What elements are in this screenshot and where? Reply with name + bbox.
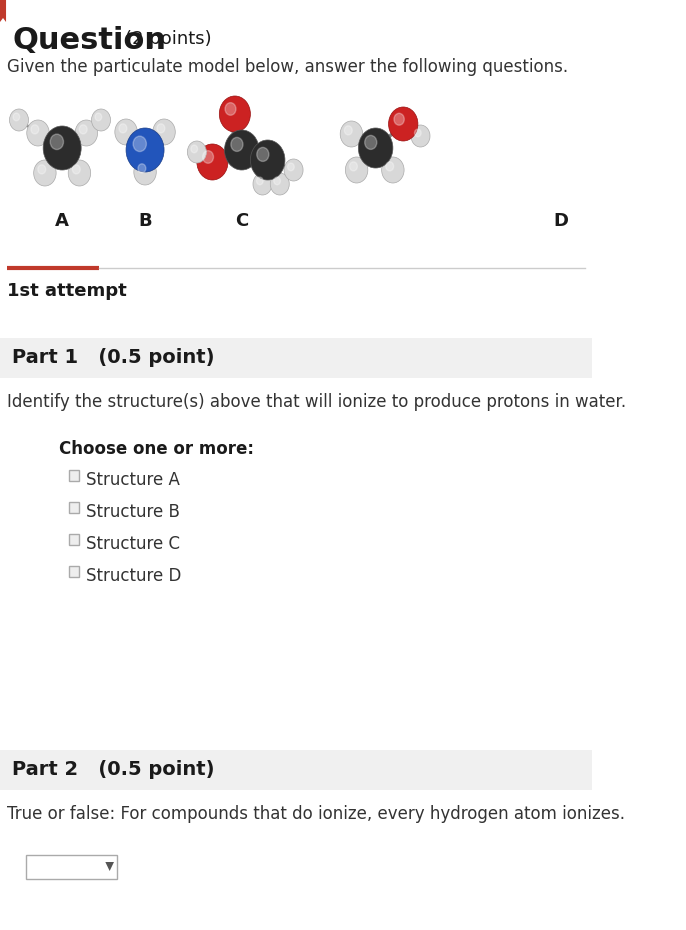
Circle shape: [257, 177, 263, 185]
Text: (2 points): (2 points): [126, 30, 212, 48]
Circle shape: [68, 160, 91, 186]
Circle shape: [220, 96, 250, 132]
FancyBboxPatch shape: [0, 338, 592, 378]
Circle shape: [27, 120, 49, 146]
Text: True or false: For compounds that do ionize, every hydrogen atom ionizes.: True or false: For compounds that do ion…: [7, 805, 625, 823]
Circle shape: [72, 165, 80, 174]
Text: Structure C: Structure C: [86, 535, 180, 553]
Circle shape: [358, 128, 393, 168]
Circle shape: [91, 109, 110, 131]
Circle shape: [34, 160, 56, 186]
Circle shape: [197, 144, 228, 180]
FancyBboxPatch shape: [0, 750, 592, 790]
Circle shape: [126, 128, 164, 172]
Circle shape: [381, 157, 404, 183]
Text: Question: Question: [12, 26, 166, 55]
Circle shape: [187, 141, 206, 163]
Circle shape: [287, 163, 294, 171]
Text: Structure D: Structure D: [86, 567, 182, 585]
Circle shape: [50, 134, 64, 150]
Circle shape: [133, 136, 146, 152]
Circle shape: [284, 159, 303, 181]
Text: Part 2   (0.5 point): Part 2 (0.5 point): [12, 760, 215, 779]
Bar: [26, 855, 117, 879]
Circle shape: [394, 113, 404, 126]
Text: C: C: [235, 212, 248, 230]
Text: Structure A: Structure A: [86, 471, 180, 489]
Bar: [69, 502, 79, 513]
Circle shape: [80, 125, 87, 134]
Circle shape: [13, 113, 20, 121]
Circle shape: [386, 162, 394, 171]
Text: Part 1   (0.5 point): Part 1 (0.5 point): [12, 348, 215, 367]
Text: D: D: [554, 212, 569, 230]
Circle shape: [253, 173, 272, 195]
Bar: [69, 534, 79, 545]
Circle shape: [250, 140, 285, 180]
Circle shape: [43, 126, 81, 170]
Circle shape: [31, 125, 39, 134]
Circle shape: [345, 157, 368, 183]
Circle shape: [344, 126, 352, 135]
Circle shape: [38, 165, 46, 174]
Circle shape: [95, 113, 102, 121]
Text: A: A: [56, 212, 69, 230]
Circle shape: [119, 124, 127, 133]
Circle shape: [414, 129, 421, 137]
Circle shape: [350, 162, 357, 171]
Circle shape: [115, 119, 137, 145]
Circle shape: [388, 107, 418, 141]
Circle shape: [411, 125, 430, 147]
Polygon shape: [0, 0, 6, 22]
Circle shape: [157, 124, 165, 133]
Circle shape: [270, 173, 289, 195]
Circle shape: [134, 159, 156, 185]
Circle shape: [224, 130, 259, 170]
Text: Identify the structure(s) above that will ionize to produce protons in water.: Identify the structure(s) above that wil…: [7, 393, 626, 411]
Circle shape: [75, 120, 97, 146]
Bar: [69, 566, 79, 577]
Circle shape: [153, 119, 176, 145]
Circle shape: [274, 177, 281, 185]
Circle shape: [10, 109, 29, 131]
Circle shape: [138, 164, 146, 173]
Circle shape: [225, 102, 236, 115]
Text: Choose one or more:: Choose one or more:: [59, 440, 254, 458]
Circle shape: [191, 145, 198, 153]
Circle shape: [231, 138, 243, 152]
Bar: [69, 470, 79, 481]
Text: B: B: [139, 212, 152, 230]
Text: Given the particulate model below, answer the following questions.: Given the particulate model below, answe…: [7, 58, 568, 76]
Circle shape: [257, 147, 269, 162]
Circle shape: [202, 151, 213, 164]
Text: 1st attempt: 1st attempt: [7, 282, 127, 300]
Circle shape: [340, 121, 363, 147]
Text: Structure B: Structure B: [86, 503, 180, 521]
Circle shape: [365, 136, 377, 150]
Polygon shape: [106, 862, 114, 871]
